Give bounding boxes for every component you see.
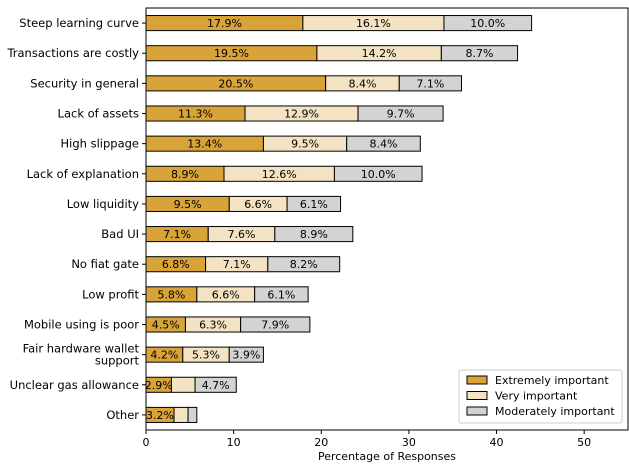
data-label: 6.1% bbox=[300, 198, 328, 211]
x-axis-label: Percentage of Responses bbox=[318, 450, 456, 463]
data-label: 8.4% bbox=[348, 77, 376, 90]
bar-segment-2-7 bbox=[274, 226, 354, 243]
data-label: 10.0% bbox=[361, 168, 396, 181]
bar-segment-2-12 bbox=[194, 376, 237, 393]
category-label: Mobile using is poor bbox=[24, 318, 139, 332]
data-label: 14.2% bbox=[362, 47, 397, 60]
legend-label: Very important bbox=[495, 390, 578, 403]
data-label: 6.3% bbox=[199, 319, 227, 332]
x-axis: 0 10 20 30 40 50 bbox=[143, 430, 591, 449]
bar-segment-2-6 bbox=[286, 195, 342, 212]
category-label: Security in general bbox=[30, 76, 139, 90]
data-label: 6.6% bbox=[244, 198, 272, 211]
x-tick-label: 50 bbox=[577, 436, 591, 449]
data-label: 3.2% bbox=[146, 409, 174, 422]
data-label: 8.9% bbox=[171, 168, 199, 181]
data-label: 8.2% bbox=[290, 258, 318, 271]
bars-layer: 17.9% 16.1% 10.0% 19.5% 14.2% 8.7% 20.5% 8.4% 7.… bbox=[145, 15, 533, 423]
bar-segment-2-1 bbox=[440, 45, 519, 62]
data-label: 17.9% bbox=[207, 17, 242, 30]
plot-frame bbox=[145, 7, 629, 431]
data-label: 6.8% bbox=[162, 258, 190, 271]
data-label: 7.1% bbox=[163, 228, 191, 241]
bar-segment-2-8 bbox=[267, 256, 341, 273]
bar-segment-1-13 bbox=[173, 406, 189, 423]
legend: Extremely important Very important Moderat… bbox=[458, 369, 623, 424]
bar-segment-2-3 bbox=[357, 105, 444, 122]
data-label: 20.5% bbox=[218, 77, 253, 90]
data-label: 4.2% bbox=[150, 349, 178, 362]
category-label: Lack of assets bbox=[58, 107, 139, 121]
legend-swatch bbox=[466, 391, 488, 400]
x-tick-label: 0 bbox=[143, 436, 150, 449]
category-label: Bad UI bbox=[101, 227, 139, 241]
data-label: 12.9% bbox=[284, 108, 319, 121]
data-label: 4.5% bbox=[152, 319, 180, 332]
category-label: Fair hardware wallet support bbox=[23, 342, 140, 368]
bar-segment-2-2 bbox=[398, 75, 462, 92]
data-label: 3.9% bbox=[232, 349, 260, 362]
category-label: Low liquidity bbox=[67, 197, 139, 211]
data-label: 6.6% bbox=[212, 288, 240, 301]
data-label: 5.3% bbox=[192, 349, 220, 362]
data-label: 4.7% bbox=[202, 379, 230, 392]
category-labels: Steep learning curve Transactions are cos… bbox=[6, 16, 146, 422]
data-label: 9.7% bbox=[387, 108, 415, 121]
data-label: 7.9% bbox=[261, 319, 289, 332]
data-label: 16.1% bbox=[356, 17, 391, 30]
category-label: No fiat gate bbox=[71, 257, 139, 271]
bar-segment-2-10 bbox=[240, 316, 311, 333]
data-label: 6.1% bbox=[267, 288, 295, 301]
data-label: 13.4% bbox=[187, 138, 222, 151]
data-label: 9.5% bbox=[174, 198, 202, 211]
data-label: 10.0% bbox=[470, 17, 505, 30]
data-label: 7.1% bbox=[223, 258, 251, 271]
category-label: High slippage bbox=[61, 137, 140, 151]
legend-swatch bbox=[466, 406, 488, 416]
data-label: 12.6% bbox=[262, 168, 297, 181]
legend-label: Moderately important bbox=[495, 405, 615, 418]
category-label: Other bbox=[106, 408, 139, 422]
data-label: 8.7% bbox=[465, 47, 493, 60]
x-tick-label: 10 bbox=[227, 436, 241, 449]
data-label: 7.6% bbox=[228, 228, 256, 241]
category-label: Lack of explanation bbox=[27, 167, 139, 181]
category-label: Low profit bbox=[82, 287, 139, 301]
bar-segment-2-0 bbox=[443, 15, 533, 32]
category-label: Steep learning curve bbox=[19, 16, 139, 30]
data-label: 7.1% bbox=[416, 77, 444, 90]
data-label: 5.8% bbox=[157, 288, 185, 301]
category-label: Unclear gas allowance bbox=[10, 378, 139, 392]
data-label: 8.9% bbox=[300, 228, 328, 241]
data-label: 9.5% bbox=[291, 138, 319, 151]
legend-swatch bbox=[466, 375, 488, 385]
x-tick-label: 20 bbox=[314, 436, 328, 449]
bar-segment-2-9 bbox=[254, 286, 309, 303]
x-tick-label: 40 bbox=[490, 436, 504, 449]
bar-segment-2-11 bbox=[228, 346, 264, 363]
data-label: 19.5% bbox=[214, 47, 249, 60]
category-label: Transactions are costly bbox=[6, 46, 139, 60]
data-label: 11.3% bbox=[178, 108, 213, 121]
data-label: 2.9% bbox=[145, 379, 173, 392]
x-tick-label: 30 bbox=[402, 436, 416, 449]
data-label: 8.4% bbox=[370, 138, 398, 151]
bar-segment-2-13 bbox=[187, 406, 198, 423]
legend-label: Extremely important bbox=[495, 374, 609, 387]
bar-segment-2-4 bbox=[346, 135, 421, 152]
bar-segment-2-5 bbox=[333, 165, 423, 182]
legend-box bbox=[458, 369, 623, 424]
bar-segment-1-12 bbox=[170, 376, 196, 393]
